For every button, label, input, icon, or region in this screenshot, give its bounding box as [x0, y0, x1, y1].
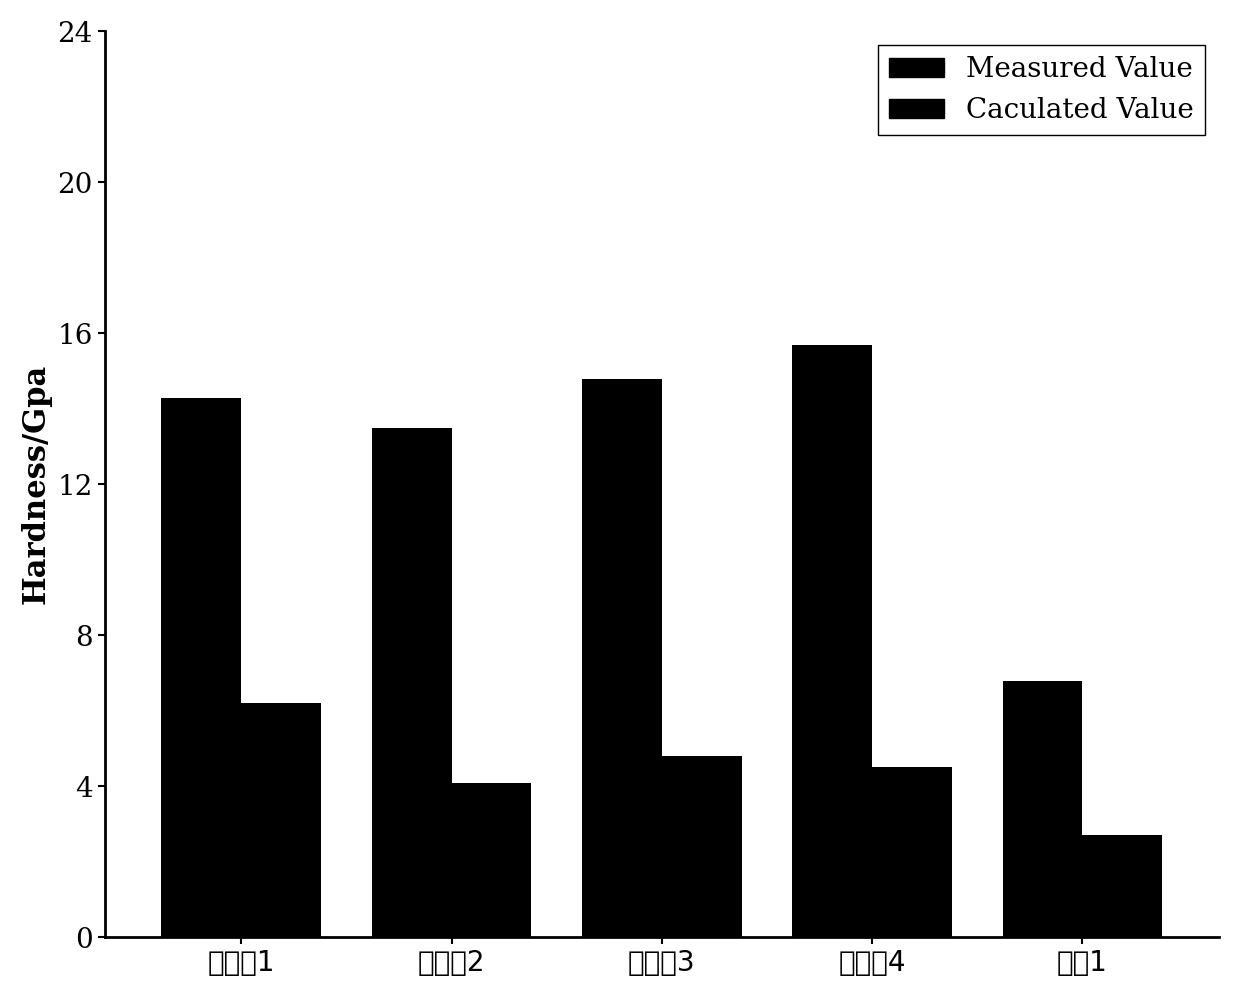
Y-axis label: Hardness/Gpa: Hardness/Gpa [21, 364, 52, 605]
Bar [1003, 681, 1083, 937]
Bar [582, 378, 662, 937]
Bar [872, 767, 952, 937]
Legend: Measured Value, Caculated Value: Measured Value, Caculated Value [878, 45, 1205, 136]
Bar [1083, 835, 1162, 937]
Bar [242, 704, 321, 937]
Bar [792, 344, 872, 937]
Bar [451, 782, 532, 937]
Bar [372, 428, 451, 937]
Bar [662, 756, 742, 937]
Bar [161, 397, 242, 937]
